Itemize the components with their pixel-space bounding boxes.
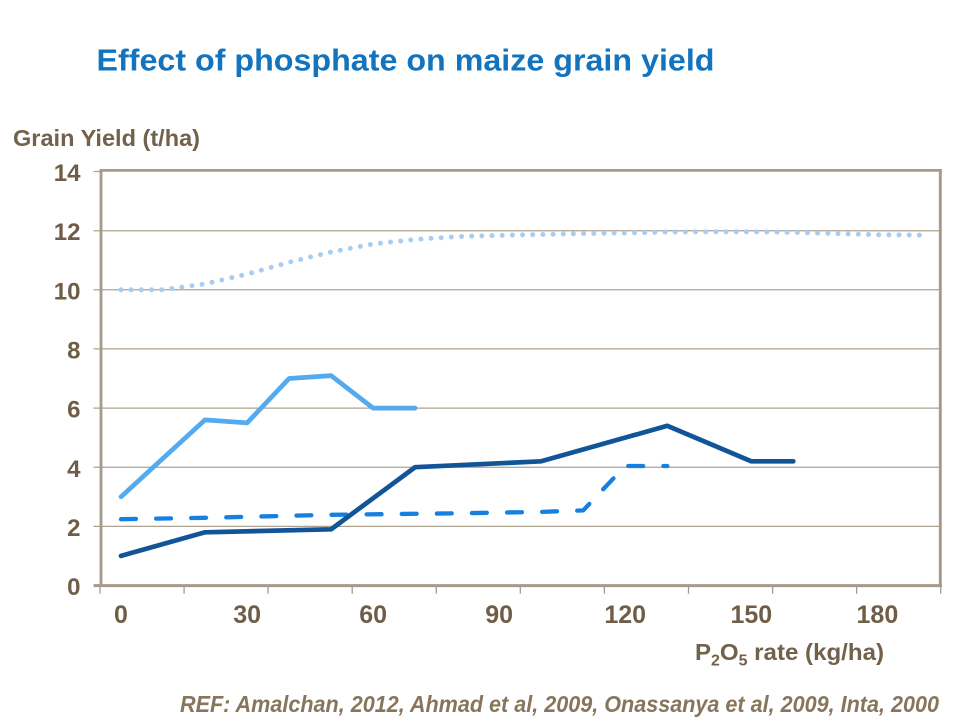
svg-text:150: 150 xyxy=(730,601,772,629)
svg-text:P2O5 rate (kg/ha): P2O5 rate (kg/ha) xyxy=(695,639,884,670)
svg-text:0: 0 xyxy=(114,601,128,629)
svg-text:6: 6 xyxy=(67,397,80,424)
svg-text:Grain Yield (t/ha): Grain Yield (t/ha) xyxy=(13,125,200,151)
svg-text:60: 60 xyxy=(359,601,387,629)
svg-text:0: 0 xyxy=(67,574,80,601)
svg-text:Effect of phosphate on maize g: Effect of phosphate on maize grain yield xyxy=(97,44,715,78)
svg-text:30: 30 xyxy=(233,601,261,629)
svg-text:8: 8 xyxy=(67,338,80,365)
svg-text:10: 10 xyxy=(54,278,81,305)
svg-text:180: 180 xyxy=(857,601,899,629)
svg-text:12: 12 xyxy=(54,219,81,246)
svg-text:4: 4 xyxy=(67,456,81,483)
svg-text:90: 90 xyxy=(485,601,513,629)
svg-text:120: 120 xyxy=(604,601,646,629)
svg-text:2: 2 xyxy=(67,515,80,542)
svg-text:14: 14 xyxy=(54,160,81,187)
svg-text:REF: Amalchan, 2012, Ahmad et: REF: Amalchan, 2012, Ahmad et al, 2009, … xyxy=(180,691,939,717)
